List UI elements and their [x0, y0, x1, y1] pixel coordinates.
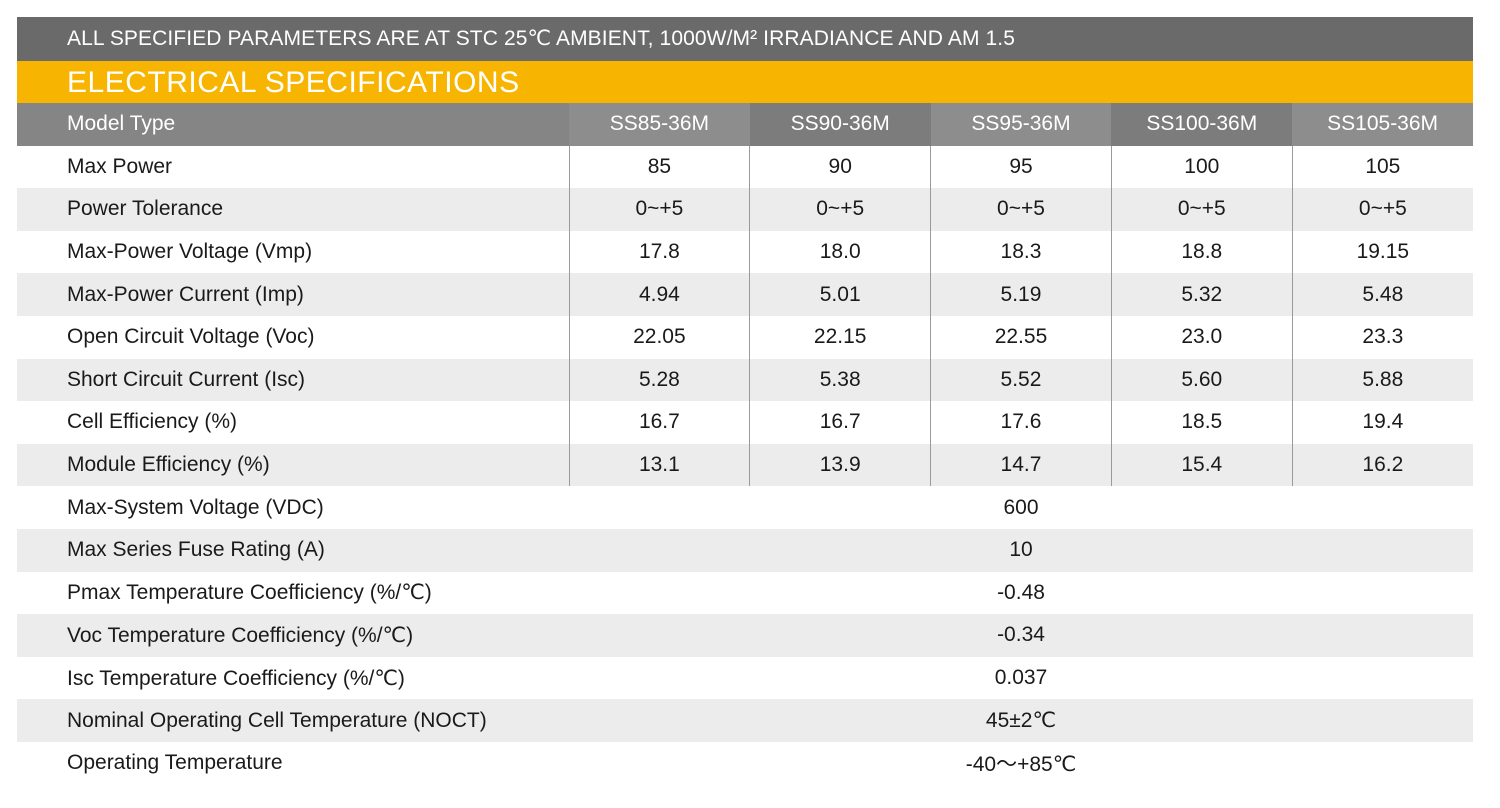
cell-value: 13.9	[749, 443, 931, 487]
row-label: Cell Efficiency (%)	[17, 401, 569, 444]
header-model-ss95: SS95-36M	[930, 103, 1112, 146]
cell-value: 19.4	[1291, 401, 1473, 444]
row-label: Module Efficiency (%)	[17, 443, 569, 487]
shared-value: 600	[569, 486, 1473, 529]
row-label: Operating Temperature	[17, 741, 569, 785]
table-row: Max-Power Voltage (Vmp) 17.8 18.0 18.3 1…	[17, 230, 1473, 274]
cell-value: 15.4	[1110, 443, 1293, 487]
table-row: Module Efficiency (%) 13.1 13.9 14.7 15.…	[17, 443, 1473, 487]
table-row: Max-System Voltage (VDC) 600	[17, 486, 1473, 529]
cell-value: 19.15	[1291, 230, 1473, 274]
cell-value: 5.32	[1110, 273, 1293, 316]
table-row: Open Circuit Voltage (Voc) 22.05 22.15 2…	[17, 315, 1473, 359]
cell-value: 17.8	[568, 230, 750, 274]
cell-value: 105	[1291, 145, 1473, 189]
table-row: Nominal Operating Cell Temperature (NOCT…	[17, 699, 1473, 742]
cell-value: 85	[568, 145, 750, 189]
header-model-ss100: SS100-36M	[1111, 103, 1293, 146]
row-label: Nominal Operating Cell Temperature (NOCT…	[17, 699, 569, 742]
cell-value: 5.01	[749, 273, 931, 316]
row-label: Pmax Temperature Coefficiency (%/℃)	[17, 571, 569, 615]
row-label: Max-System Voltage (VDC)	[17, 486, 569, 529]
cell-value: 18.0	[749, 230, 931, 274]
cell-value: 5.88	[1291, 358, 1473, 402]
cell-value: 0~+5	[1291, 188, 1473, 231]
cell-value: 18.8	[1110, 230, 1293, 274]
cell-value: 16.2	[1291, 443, 1473, 487]
row-label: Isc Temperature Coefficiency (%/℃)	[17, 656, 569, 700]
cell-value: 14.7	[930, 443, 1112, 487]
row-label: Power Tolerance	[17, 188, 569, 231]
row-label: Max Power	[17, 145, 569, 189]
cell-value: 5.60	[1110, 358, 1293, 402]
cell-value: 5.52	[930, 358, 1112, 402]
table-row: Operating Temperature -40～+85℃	[17, 741, 1473, 785]
cell-value: 0~+5	[1110, 188, 1293, 231]
header-model-ss85: SS85-36M	[569, 103, 750, 146]
row-label: Max Series Fuse Rating (A)	[17, 528, 569, 572]
table-row: Pmax Temperature Coefficiency (%/℃) -0.4…	[17, 571, 1473, 615]
shared-value: -0.48	[569, 571, 1473, 615]
cell-value: 22.15	[749, 315, 931, 359]
cell-value: 23.3	[1291, 315, 1473, 359]
table-row: Short Circuit Current (Isc) 5.28 5.38 5.…	[17, 358, 1473, 402]
cell-value: 5.38	[749, 358, 931, 402]
row-label: Short Circuit Current (Isc)	[17, 358, 569, 402]
cell-value: 18.5	[1110, 401, 1293, 444]
header-model-type: Model Type	[17, 103, 569, 146]
cell-value: 0~+5	[568, 188, 750, 231]
cell-value: 0~+5	[749, 188, 931, 231]
cell-value: 5.19	[930, 273, 1112, 316]
cell-value: 0~+5	[930, 188, 1112, 231]
cell-value: 22.05	[568, 315, 750, 359]
table-row: Max-Power Current (Imp) 4.94 5.01 5.19 5…	[17, 273, 1473, 316]
row-label: Max-Power Voltage (Vmp)	[17, 230, 569, 274]
cell-value: 18.3	[930, 230, 1112, 274]
header-model-ss90: SS90-36M	[749, 103, 931, 146]
row-label: Voc Temperature Coefficiency (%/℃)	[17, 614, 569, 657]
section-title: ELECTRICAL SPECIFICATIONS	[17, 61, 1473, 103]
shared-value: -40～+85℃	[569, 741, 1473, 785]
table-row: Max Series Fuse Rating (A) 10	[17, 528, 1473, 572]
table-row: Voc Temperature Coefficiency (%/℃) -0.34	[17, 614, 1473, 657]
cell-value: 4.94	[568, 273, 750, 316]
table-row: Isc Temperature Coefficiency (%/℃) 0.037	[17, 656, 1473, 700]
cell-value: 23.0	[1110, 315, 1293, 359]
cell-value: 100	[1110, 145, 1293, 189]
cell-value: 13.1	[568, 443, 750, 487]
cell-value: 16.7	[568, 401, 750, 444]
row-label: Max-Power Current (Imp)	[17, 273, 569, 316]
shared-value: -0.34	[569, 614, 1473, 657]
stc-conditions-note: ALL SPECIFIED PARAMETERS ARE AT STC 25℃ …	[17, 17, 1473, 61]
row-label: Open Circuit Voltage (Voc)	[17, 315, 569, 359]
cell-value: 17.6	[930, 401, 1112, 444]
cell-value: 16.7	[749, 401, 931, 444]
electrical-specifications-table: Model Type SS85-36M SS90-36M SS95-36M SS…	[17, 103, 1473, 785]
cell-value: 5.28	[568, 358, 750, 402]
header-model-ss105: SS105-36M	[1292, 103, 1473, 146]
shared-value: 10	[569, 528, 1473, 572]
cell-value: 95	[930, 145, 1112, 189]
cell-value: 90	[749, 145, 931, 189]
cell-value: 22.55	[930, 315, 1112, 359]
table-row: Max Power 85 90 95 100 105	[17, 145, 1473, 189]
spec-sheet: ALL SPECIFIED PARAMETERS ARE AT STC 25℃ …	[17, 17, 1473, 785]
shared-value: 0.037	[569, 656, 1473, 700]
cell-value: 5.48	[1291, 273, 1473, 316]
table-row: Cell Efficiency (%) 16.7 16.7 17.6 18.5 …	[17, 401, 1473, 444]
table-header-row: Model Type SS85-36M SS90-36M SS95-36M SS…	[17, 103, 1473, 146]
table-row: Power Tolerance 0~+5 0~+5 0~+5 0~+5 0~+5	[17, 188, 1473, 231]
shared-value: 45±2℃	[569, 699, 1473, 742]
